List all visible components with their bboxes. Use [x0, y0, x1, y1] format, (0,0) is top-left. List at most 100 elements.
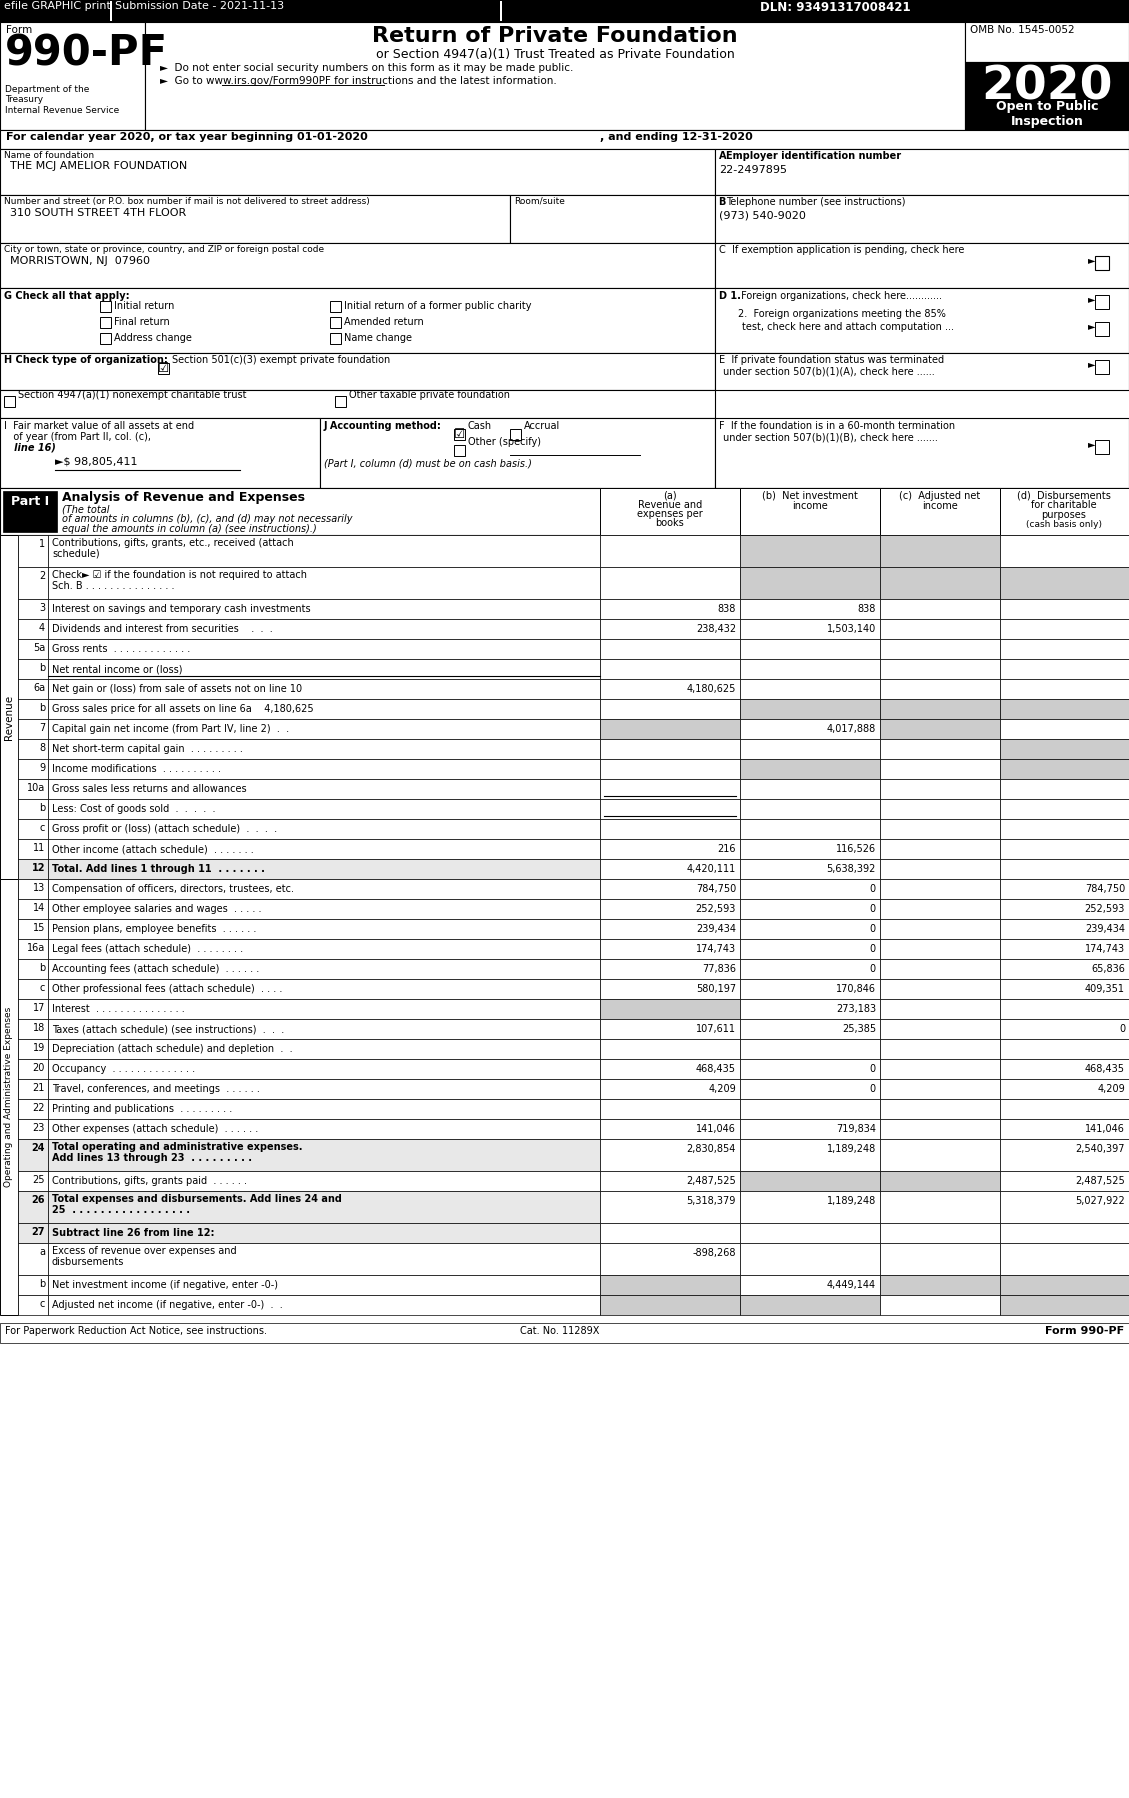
Bar [879, 978, 1000, 1000]
Text: 14: 14 [33, 903, 45, 913]
Bar [18, 1223, 49, 1242]
Bar [739, 566, 879, 599]
Text: ►  Go to www.irs.gov/Form990PF for instructions and the latest information.: ► Go to www.irs.gov/Form990PF for instru… [160, 76, 557, 86]
Text: 409,351: 409,351 [1085, 984, 1124, 994]
Bar [49, 1223, 599, 1242]
Text: Telephone number (see instructions): Telephone number (see instructions) [726, 198, 905, 207]
Bar [18, 699, 49, 719]
Text: Department of the
Treasury
Internal Revenue Service: Department of the Treasury Internal Reve… [5, 85, 120, 115]
Bar [1000, 840, 1129, 859]
Text: 252,593: 252,593 [695, 904, 736, 913]
Text: 1,189,248: 1,189,248 [826, 1144, 876, 1154]
Bar [599, 820, 739, 840]
Bar [18, 919, 49, 939]
Text: 116,526: 116,526 [835, 843, 876, 854]
Text: , and ending 12-31-2020: , and ending 12-31-2020 [599, 131, 753, 142]
Bar [1095, 360, 1109, 374]
Text: 4,420,111: 4,420,111 [686, 865, 736, 874]
Bar [335, 396, 345, 406]
Bar [879, 1295, 1000, 1314]
Text: ☑: ☑ [454, 428, 465, 441]
Bar [18, 978, 49, 1000]
Bar [739, 487, 879, 536]
Text: Accounting fees (attach schedule)  . . . . . .: Accounting fees (attach schedule) . . . … [52, 964, 260, 975]
Bar [739, 759, 879, 779]
Text: Excess of revenue over expenses and: Excess of revenue over expenses and [52, 1246, 237, 1257]
Text: c: c [40, 1298, 45, 1309]
Bar [879, 1223, 1000, 1242]
Text: 26: 26 [32, 1196, 45, 1205]
Bar [0, 288, 715, 352]
Bar [158, 363, 169, 374]
Text: 0: 0 [869, 904, 876, 913]
Bar [739, 1099, 879, 1118]
Bar [1000, 1000, 1129, 1019]
Text: ►: ► [1088, 360, 1095, 369]
Bar [599, 566, 739, 599]
Text: Open to Public
Inspection: Open to Public Inspection [996, 101, 1099, 128]
Text: 20: 20 [33, 1063, 45, 1073]
Text: 468,435: 468,435 [695, 1064, 736, 1073]
Text: 25: 25 [33, 1176, 45, 1185]
Text: 0: 0 [869, 944, 876, 955]
Bar [1095, 441, 1109, 455]
Text: 2: 2 [38, 572, 45, 581]
Bar [879, 487, 1000, 536]
Text: schedule): schedule) [52, 548, 99, 559]
Bar [0, 1323, 1129, 1343]
Text: Employer identification number: Employer identification number [726, 151, 901, 162]
Text: 1: 1 [38, 539, 45, 548]
Bar [879, 619, 1000, 638]
Bar [18, 1019, 49, 1039]
Bar [49, 739, 599, 759]
Bar [599, 1039, 739, 1059]
Text: test, check here and attach computation ...: test, check here and attach computation … [742, 322, 954, 333]
Bar [49, 820, 599, 840]
Bar [879, 680, 1000, 699]
Bar [0, 22, 145, 129]
Text: Interest on savings and temporary cash investments: Interest on savings and temporary cash i… [52, 604, 310, 613]
Bar [49, 840, 599, 859]
Bar [510, 194, 715, 243]
Text: income: income [922, 502, 957, 511]
Text: 107,611: 107,611 [695, 1025, 736, 1034]
Bar [739, 820, 879, 840]
Text: OMB No. 1545-0052: OMB No. 1545-0052 [970, 25, 1075, 34]
Text: 990-PF: 990-PF [5, 32, 168, 76]
Bar [599, 719, 739, 739]
Bar [1000, 487, 1129, 536]
Bar [18, 1059, 49, 1079]
Text: 6a: 6a [33, 683, 45, 692]
Text: ►: ► [1088, 439, 1095, 450]
Text: 238,432: 238,432 [695, 624, 736, 635]
Text: of amounts in columns (b), (c), and (d) may not necessarily: of amounts in columns (b), (c), and (d) … [62, 514, 352, 523]
Bar [49, 1190, 599, 1223]
Text: Legal fees (attach schedule)  . . . . . . . .: Legal fees (attach schedule) . . . . . .… [52, 944, 243, 955]
Text: Name of foundation: Name of foundation [5, 151, 94, 160]
Bar [1000, 1170, 1129, 1190]
Bar [599, 1000, 739, 1019]
Bar [1000, 759, 1129, 779]
Bar [49, 939, 599, 958]
Bar [599, 1275, 739, 1295]
Text: 1,503,140: 1,503,140 [826, 624, 876, 635]
Bar [49, 1275, 599, 1295]
Text: Interest  . . . . . . . . . . . . . . .: Interest . . . . . . . . . . . . . . . [52, 1003, 185, 1014]
Bar [320, 417, 715, 487]
Bar [739, 939, 879, 958]
Bar [49, 798, 599, 820]
Text: Initial return: Initial return [114, 300, 174, 311]
Text: Capital gain net income (from Part IV, line 2)  .  .: Capital gain net income (from Part IV, l… [52, 725, 289, 734]
Text: Cat. No. 11289X: Cat. No. 11289X [520, 1325, 599, 1336]
Text: G Check all that apply:: G Check all that apply: [5, 291, 130, 300]
Text: 27: 27 [32, 1226, 45, 1237]
Bar [599, 840, 739, 859]
Bar [49, 1000, 599, 1019]
Text: 2020: 2020 [981, 65, 1113, 110]
Bar [599, 978, 739, 1000]
Bar [510, 430, 520, 441]
Text: (cash basis only): (cash basis only) [1026, 520, 1102, 529]
Text: 2,487,525: 2,487,525 [686, 1176, 736, 1187]
Text: b: b [38, 703, 45, 714]
Text: Less: Cost of goods sold  .  .  .  .  .: Less: Cost of goods sold . . . . . [52, 804, 216, 814]
